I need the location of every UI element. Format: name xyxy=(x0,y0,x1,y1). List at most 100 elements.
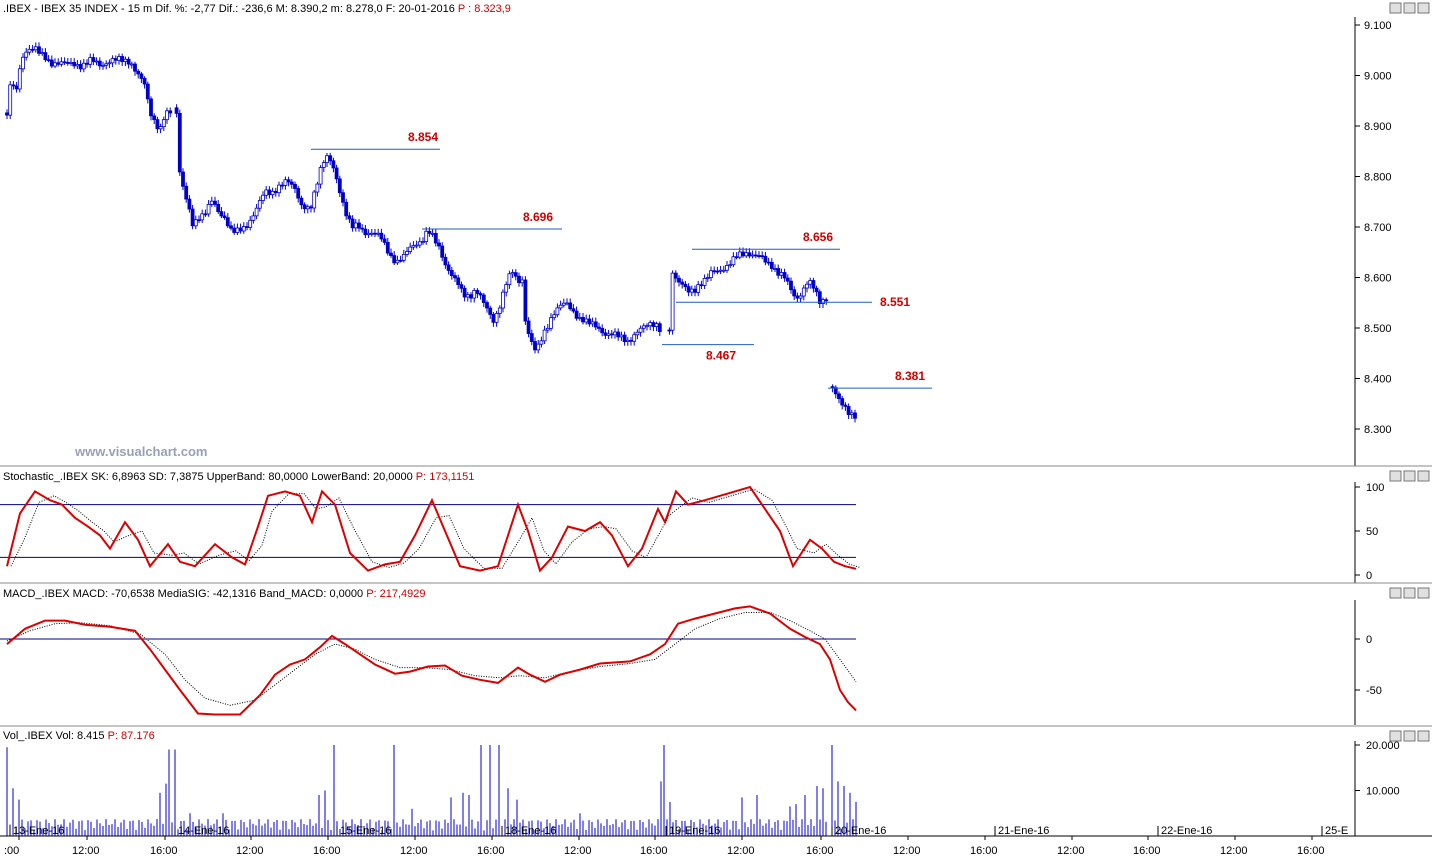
candle-body xyxy=(72,62,77,67)
date-label: 20-Ene-16 xyxy=(835,825,886,837)
candle-body xyxy=(344,201,349,217)
candle-body xyxy=(779,272,784,276)
candle-body xyxy=(747,252,752,257)
x-axis: 13-Ene-16 14-Ene-16 15-Ene-16 18-Ene-16 19-E… xyxy=(4,825,1348,857)
candle-body xyxy=(261,194,265,201)
window-buttons-main[interactable] xyxy=(1389,2,1430,14)
price-axis-ticks: 9.100 9.000 8.900 8.800 8.700 8.600 8.500 8.400… xyxy=(1355,20,1392,436)
time-label: 16:00 xyxy=(150,845,178,857)
date-label: 22-Ene-16 xyxy=(1161,825,1212,837)
candle-body xyxy=(763,255,768,263)
candle-body xyxy=(654,323,659,328)
candle-body xyxy=(769,261,774,269)
candle-body xyxy=(123,58,128,62)
candle-body xyxy=(190,208,195,227)
candle-body xyxy=(241,226,246,232)
date-label: 14-Ene-16 xyxy=(178,825,229,837)
candle-body xyxy=(401,253,406,261)
window-buttons-macd[interactable] xyxy=(1389,587,1430,599)
price-tick-label: 8.300 xyxy=(1364,424,1392,436)
candle-body xyxy=(571,308,576,312)
candle-body xyxy=(248,219,253,228)
candle-body xyxy=(792,289,797,297)
candle-body xyxy=(389,252,393,256)
candle-body xyxy=(133,63,137,72)
candle-body xyxy=(235,227,240,233)
candle-body xyxy=(699,284,704,287)
candle-body xyxy=(465,294,470,298)
candle-body xyxy=(485,302,489,309)
candle-body xyxy=(315,183,320,193)
time-label: 12:00 xyxy=(1220,845,1248,857)
candle-body xyxy=(520,279,525,284)
candle-body xyxy=(558,304,563,309)
candle-body xyxy=(392,255,397,264)
candle-body xyxy=(785,277,790,282)
time-label: 12:00 xyxy=(727,845,755,857)
stoch-tick-label: 100 xyxy=(1366,482,1384,494)
candle-body xyxy=(165,110,169,121)
candle-body xyxy=(155,119,160,130)
candle-body xyxy=(107,62,112,65)
candle-body xyxy=(683,283,688,288)
candle-body xyxy=(488,307,493,315)
candle-body xyxy=(459,284,464,289)
candle-body xyxy=(11,84,16,87)
candle-body xyxy=(398,259,403,262)
candle-body xyxy=(801,287,806,297)
candle-body xyxy=(104,63,109,66)
candle-body xyxy=(197,219,201,222)
time-label: 16:00 xyxy=(477,845,505,857)
candle-body xyxy=(507,273,512,285)
candle-body xyxy=(750,254,755,257)
candle-body xyxy=(334,167,339,180)
window-buttons-vol[interactable] xyxy=(1389,730,1430,742)
candle-body xyxy=(126,58,131,65)
candle-body xyxy=(677,277,681,283)
candle-body xyxy=(632,334,637,342)
candle-body xyxy=(789,280,793,291)
candle-body xyxy=(283,179,288,186)
candle-body xyxy=(449,270,454,276)
candle-body xyxy=(549,317,553,329)
candle-body xyxy=(776,268,781,276)
price-tick-label: 8.800 xyxy=(1364,172,1392,184)
candle-body xyxy=(577,317,582,319)
candle-body xyxy=(478,293,483,296)
candle-body xyxy=(286,179,291,183)
candle-body xyxy=(203,213,208,216)
candle-body xyxy=(353,222,358,229)
candle-body xyxy=(110,58,115,64)
candle-body xyxy=(376,232,381,235)
candle-body xyxy=(129,63,134,66)
candle-body xyxy=(40,52,45,55)
candle-body xyxy=(17,68,22,90)
candle-body xyxy=(725,265,729,271)
price-tick-label: 8.600 xyxy=(1364,273,1392,285)
candle-body xyxy=(267,189,272,196)
level-label: 8.467 xyxy=(706,349,736,363)
candle-body xyxy=(689,288,694,293)
time-label: :00 xyxy=(4,845,19,857)
candle-body xyxy=(584,318,589,323)
candle-body xyxy=(501,291,505,309)
candle-body xyxy=(238,227,243,232)
candle-body xyxy=(251,215,256,221)
candle-body xyxy=(686,286,691,293)
candle-body xyxy=(421,241,425,243)
candle-body xyxy=(491,314,496,323)
candle-body xyxy=(616,331,621,338)
stoch-title: Stochastic_.IBEX SK: 6,8963 SD: 7,3875 U… xyxy=(3,471,474,483)
candle-body xyxy=(625,339,630,343)
candle-body xyxy=(702,278,707,286)
window-buttons-stoch[interactable] xyxy=(1389,470,1430,482)
candle-body xyxy=(737,251,742,258)
candle-body xyxy=(808,280,813,285)
candle-body xyxy=(529,333,534,342)
candle-body xyxy=(152,115,157,120)
stoch-sk-line xyxy=(6,485,857,573)
candle-body xyxy=(600,328,605,334)
candle-body xyxy=(545,327,550,331)
candle-body xyxy=(590,321,595,325)
candle-body xyxy=(206,204,211,215)
